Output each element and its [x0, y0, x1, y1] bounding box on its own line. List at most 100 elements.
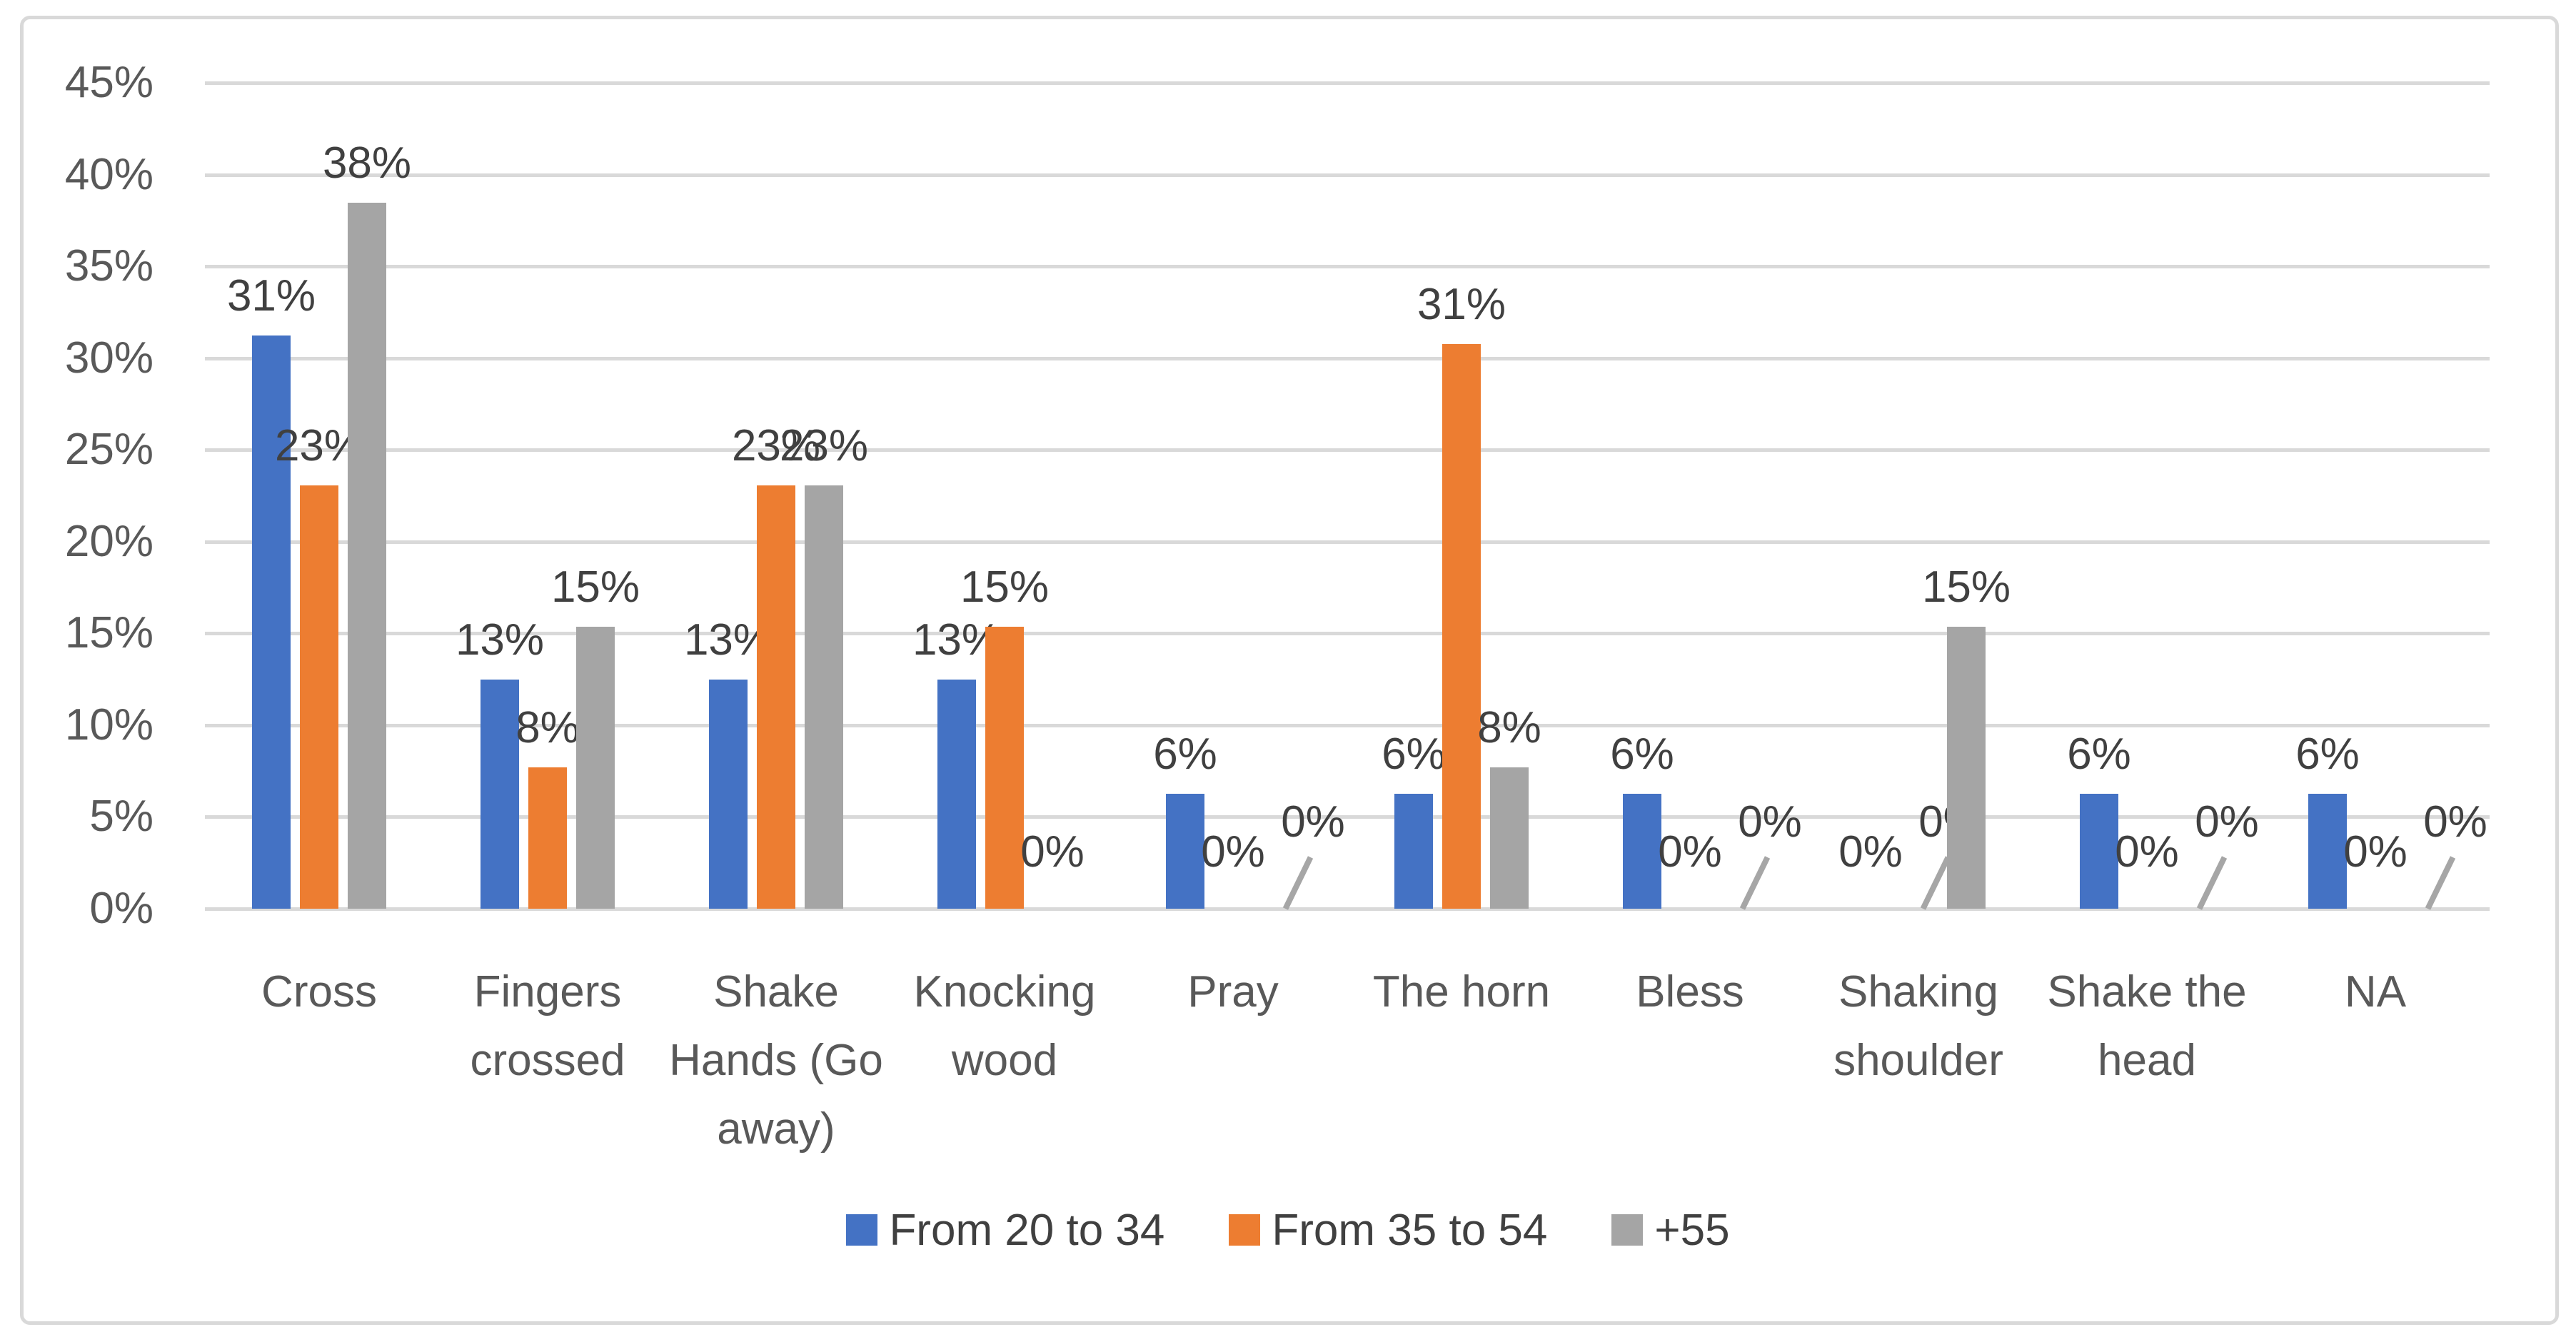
category-label-line: Fingers	[473, 967, 622, 1016]
bar	[1166, 794, 1204, 909]
bar	[481, 679, 519, 909]
data-label: 15%	[960, 562, 1050, 612]
y-tick-label: 0%	[89, 884, 154, 933]
data-label: 6%	[2295, 730, 2360, 780]
x-axis-line	[205, 907, 2490, 911]
data-label: 0%	[1020, 827, 1085, 877]
category-label-line: Shake	[713, 967, 839, 1016]
bar	[1490, 767, 1529, 909]
category-label: Shake the head	[2026, 958, 2268, 1095]
data-label: 0%	[1281, 797, 1345, 847]
data-label: 0%	[1201, 827, 1265, 877]
gridline	[205, 723, 2490, 727]
bar	[709, 679, 748, 909]
y-tick-label: 45%	[64, 58, 154, 107]
category-label-line: shoulder	[1833, 1036, 2003, 1085]
gridline	[205, 81, 2490, 85]
category-label: Shaking shoulder	[1797, 958, 2040, 1095]
chart-border	[20, 16, 2559, 1325]
legend-item: From 20 to 34	[846, 1205, 1164, 1256]
data-label: 0%	[1838, 827, 1903, 877]
y-tick-label: 40%	[64, 149, 154, 199]
category-label: Shake Hands (Go away)	[655, 958, 897, 1164]
category-label-line: Hands (Go	[669, 1036, 883, 1085]
legend-label: From 20 to 34	[889, 1205, 1165, 1255]
legend-swatch	[846, 1214, 878, 1246]
category-label-line: Knocking	[913, 967, 1096, 1016]
category-label-line: NA	[2344, 967, 2407, 1016]
gridline	[205, 356, 2490, 360]
data-label: 6%	[1382, 730, 1446, 780]
data-label: 8%	[1477, 703, 1541, 753]
data-label: 15%	[1921, 562, 2011, 612]
data-label: 0%	[1658, 827, 1722, 877]
bar	[937, 679, 976, 909]
data-label: 0%	[2423, 797, 2487, 847]
gridline	[205, 173, 2490, 177]
category-label-line: Shake the	[2047, 967, 2247, 1016]
category-label-line: Bless	[1636, 967, 1744, 1016]
data-label: 0%	[2195, 797, 2259, 847]
bar	[1947, 626, 1986, 909]
category-label-line: head	[2098, 1036, 2196, 1085]
category-label: Bless	[1569, 958, 1811, 1026]
legend-label: +55	[1654, 1205, 1730, 1255]
data-label: 8%	[515, 703, 580, 753]
data-label: 15%	[550, 562, 640, 612]
bar	[300, 485, 338, 909]
legend-label: From 35 to 54	[1272, 1205, 1548, 1255]
category-label-line: Shaking	[1838, 967, 1999, 1016]
y-tick-label: 5%	[89, 792, 154, 842]
gridline	[205, 632, 2490, 636]
y-tick-label: 25%	[64, 425, 154, 475]
category-label-line: The horn	[1372, 967, 1551, 1016]
y-tick-label: 10%	[64, 700, 154, 750]
data-label: 6%	[1153, 730, 1217, 780]
category-label-line: away)	[717, 1104, 835, 1154]
data-label: 6%	[1610, 730, 1674, 780]
bar	[528, 767, 567, 909]
bar	[1623, 794, 1661, 909]
legend: From 20 to 34 From 35 to 54 +55	[0, 1205, 2576, 1255]
gridline	[205, 265, 2490, 269]
legend-item: +55	[1611, 1205, 1730, 1256]
bar	[757, 485, 795, 909]
bar	[252, 335, 291, 909]
data-label: 13%	[455, 615, 545, 665]
data-label: 23%	[731, 420, 821, 470]
data-label: 38%	[322, 138, 412, 188]
gridline	[205, 448, 2490, 453]
data-label: 31%	[226, 271, 316, 321]
bar	[985, 626, 1024, 909]
category-label: NA	[2254, 958, 2497, 1026]
bar	[805, 485, 843, 909]
gridline	[205, 815, 2490, 819]
category-label: Knocking wood	[883, 958, 1126, 1095]
bar	[1394, 794, 1433, 909]
category-label: Fingers crossed	[426, 958, 669, 1095]
category-label-line: wood	[951, 1036, 1058, 1085]
bar	[1442, 343, 1481, 909]
data-label: 31%	[1417, 279, 1506, 329]
legend-item: From 35 to 54	[1229, 1205, 1547, 1256]
y-tick-label: 30%	[64, 333, 154, 383]
data-label: 6%	[2067, 730, 2131, 780]
data-label: 0%	[2343, 827, 2408, 877]
data-label: 0%	[2115, 827, 2179, 877]
y-tick-label: 15%	[64, 608, 154, 658]
category-label-line: Cross	[261, 967, 377, 1016]
data-label: 23%	[779, 420, 869, 470]
category-label-line: Pray	[1187, 967, 1279, 1016]
bar	[348, 203, 386, 909]
legend-swatch	[1611, 1214, 1644, 1246]
category-label-line: crossed	[470, 1036, 625, 1085]
y-tick-label: 20%	[64, 516, 154, 566]
legend-swatch	[1229, 1214, 1261, 1246]
bar	[576, 626, 615, 909]
gridline	[205, 540, 2490, 544]
bar	[2308, 794, 2347, 909]
category-label: Pray	[1112, 958, 1354, 1026]
y-tick-label: 35%	[64, 241, 154, 291]
category-label: The horn	[1340, 958, 1583, 1026]
